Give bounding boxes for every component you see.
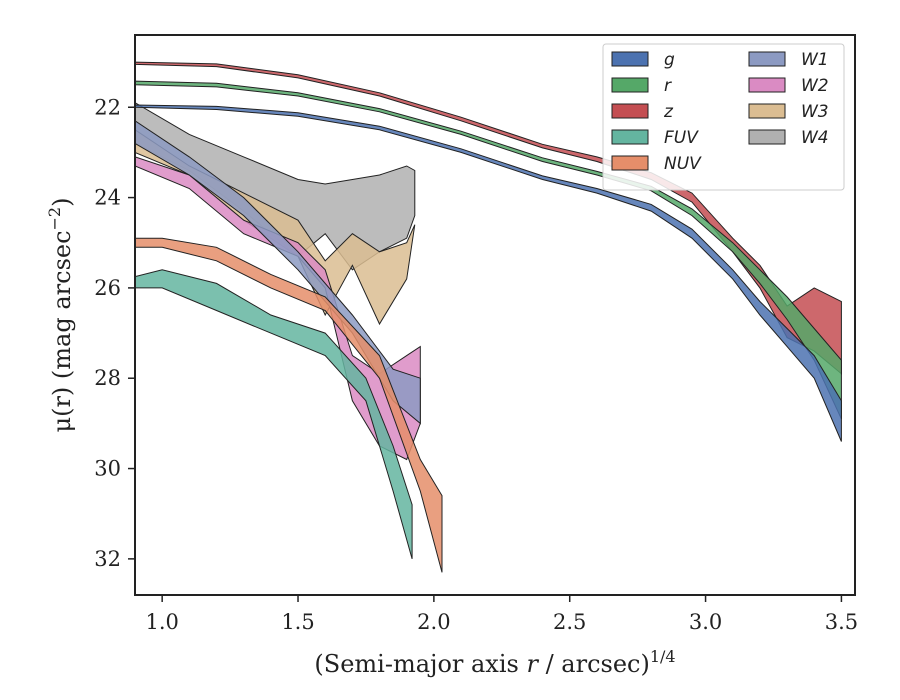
legend-swatch-r (611, 77, 649, 93)
legend-label-W1: W1 (801, 50, 829, 70)
x-axis-label: (Semi-major axis r / arcsec)1/4 (314, 647, 675, 678)
band-FUV (135, 269, 413, 560)
legend-label-W3: W3 (801, 102, 829, 122)
y-tick-label: 22 (94, 95, 121, 119)
legend-swatch-W3 (748, 103, 786, 119)
y-tick-label: 28 (94, 366, 121, 390)
legend: grz FUV NUV W1 W2 W3 W4 (602, 43, 845, 191)
legend-label-z: z (663, 102, 674, 122)
x-tick-label: 3.0 (689, 610, 722, 634)
y-tick-label: 30 (94, 457, 121, 481)
x-tick-label: 2.0 (417, 610, 450, 634)
y-axis-label: μ(r) (mag arcsec−2) (45, 198, 76, 433)
legend-swatch-FUV (611, 129, 649, 145)
x-axis-ticks: 1.0 1.5 2.0 2.5 3.0 3.5 (145, 595, 858, 634)
x-tick-label: 3.5 (825, 610, 858, 634)
legend-swatch-W4 (748, 129, 786, 145)
y-tick-label: 24 (94, 186, 121, 210)
legend-label-FUV: FUV (664, 128, 699, 148)
legend-label-W4: W4 (801, 128, 829, 148)
y-tick-label: 26 (94, 276, 121, 300)
profile-bands (135, 61, 842, 573)
legend-swatch-W2 (748, 77, 786, 93)
x-tick-label: 1.0 (145, 610, 178, 634)
plot-frame (134, 34, 856, 596)
band-NUV (135, 237, 443, 573)
legend-swatch-W1 (748, 51, 786, 67)
x-tick-label: 2.5 (553, 610, 586, 634)
legend-label-W2: W2 (801, 76, 829, 96)
x-tick-label: 1.5 (281, 610, 314, 634)
legend-swatch-NUV (611, 155, 649, 171)
legend-label-g: g (664, 50, 675, 70)
legend-label-r: r (664, 76, 672, 96)
legend-label-NUV: NUV (664, 154, 702, 174)
legend-swatch-z (611, 103, 649, 119)
band-g (135, 104, 842, 442)
y-axis-ticks: 22 24 26 28 30 32 (94, 95, 135, 571)
y-tick-label: 32 (94, 547, 121, 571)
legend-swatch-g (611, 51, 649, 67)
